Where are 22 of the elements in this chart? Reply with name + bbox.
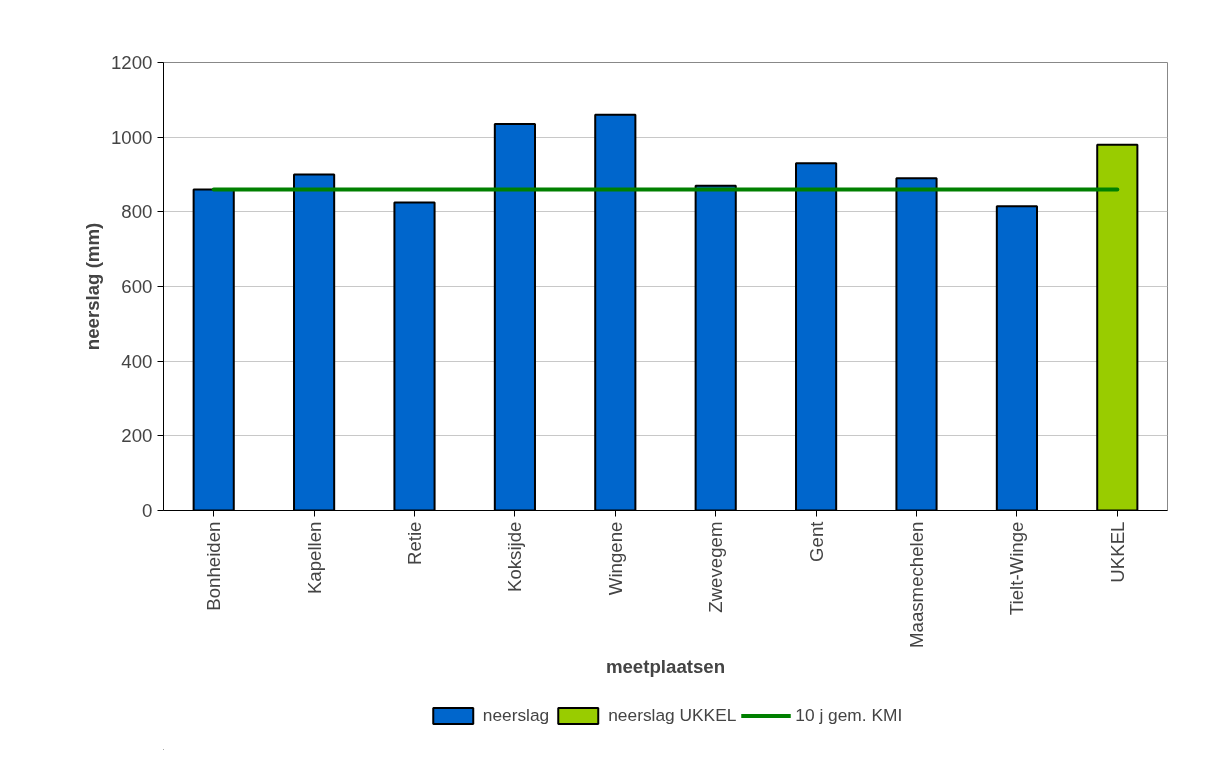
y-tick-label: 400 (121, 350, 153, 372)
x-axis-title: meetplaatsen (605, 656, 726, 678)
x-tick-label: Bonheiden (203, 521, 225, 611)
y-tick-label: 200 (121, 425, 153, 447)
legend-label: neerslag (482, 704, 550, 726)
x-tick-label: Tielt-Winge (1006, 521, 1028, 616)
x-tick-label: Zwevegem (705, 521, 727, 613)
x-tick-label: Koksijde (504, 521, 526, 593)
x-tick-label: UKKEL (1106, 521, 1128, 583)
legend-label: 10 j gem. KMI (795, 704, 903, 726)
y-tick-label: 1200 (111, 52, 153, 73)
x-tick-label: Maasmechelen (906, 521, 927, 649)
y-tick-label: 0 (142, 500, 153, 521)
y-tick-label: 800 (121, 201, 153, 223)
x-tick-label: Gent (805, 520, 827, 562)
y-tick-label: 1000 (111, 126, 153, 148)
x-tick-label: Wingene (604, 521, 626, 596)
y-axis-title: neerslag (mm) (82, 222, 103, 351)
x-tick-label: Kapellen (303, 521, 325, 595)
x-tick-label: Retie (404, 521, 425, 566)
y-tick-label: 600 (121, 276, 153, 297)
legend-label: neerslag UKKEL (608, 704, 737, 726)
